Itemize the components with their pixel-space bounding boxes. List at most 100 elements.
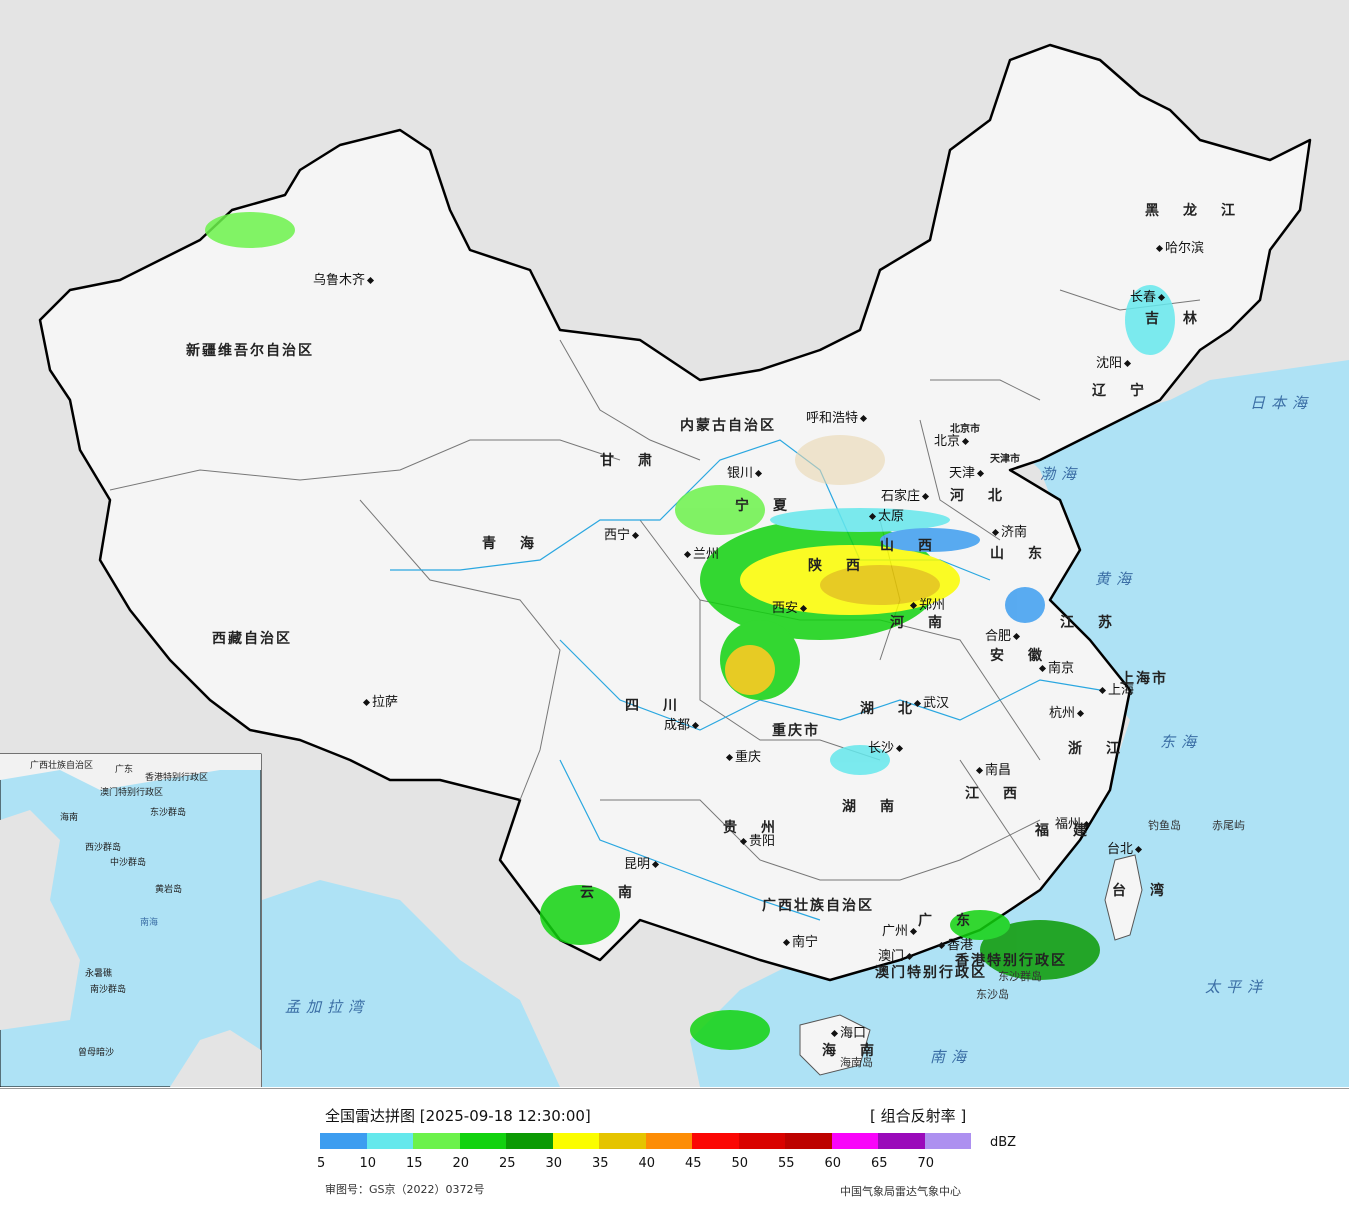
scale-tick-label: 40 [638,1156,656,1171]
city-marker-icon [1157,293,1166,302]
city-marker-icon [868,512,877,521]
hainan-island [799,1014,871,1076]
city-name: 昆明 [624,857,651,872]
sea-label: 黄海 [1095,570,1138,588]
city-name: 长春 [1130,290,1157,305]
city-label: 武汉 [912,692,949,711]
city-name: 南京 [1048,661,1075,676]
inset-label: 曾母暗沙 [78,1048,115,1058]
city-label: 石家庄 [881,485,931,504]
radar-map: 乌鲁木齐 拉萨 西宁 兰州 银川 呼和浩特 北京 天津 石家庄 太原 济南 郑州 西安 成都 重庆 武汉 合肥南… [0,0,1349,1088]
city-name: 长沙 [868,741,895,756]
city-name: 西安 [772,601,799,616]
city-marker-icon [366,276,375,285]
scale-tick-label: 55 [778,1156,795,1171]
color-swatch [599,1133,646,1149]
province-label: 台湾 [1112,883,1188,899]
legend-product: [ 组合反射率 ] [870,1107,967,1125]
province-label: 上海市 [1120,671,1168,687]
city-marker-icon [975,766,984,775]
south-china-sea-inset [0,753,262,1088]
province-label: 河南 [890,615,966,631]
city-name: 北京 [934,434,961,449]
province-label: 甘肃 [600,453,676,469]
city-label: 海口 [829,1022,866,1041]
city-marker-icon [1123,359,1132,368]
city-marker-icon [691,721,700,730]
city-name: 海口 [840,1026,867,1041]
city-name: 哈尔滨 [1165,241,1205,256]
city-label: 郑州 [908,594,945,613]
scale-tick-label: 35 [592,1156,609,1171]
scale-tick-label: 25 [499,1156,516,1171]
city-label: 天津 [949,462,986,481]
legend-title: 全国雷达拼图 [2025-09-18 12:30:00] [325,1107,591,1125]
city-marker-icon [1012,632,1021,641]
province-label: 辽宁 [1092,383,1168,399]
island-label: 东沙群岛 [998,970,1042,983]
scale-tick-label: 10 [359,1156,377,1171]
city-name: 重庆 [735,750,762,765]
city-label: 乌鲁木齐 [313,269,376,288]
color-swatch [552,1133,599,1149]
legend-unit: dBZ [990,1135,1017,1150]
sea-bay-bengal [262,880,560,1087]
city-name: 济南 [1001,525,1028,540]
inset-label: 西沙群岛 [85,843,122,853]
city-marker-icon [976,469,985,478]
scale-tick-label: 15 [406,1156,423,1171]
inset-label: 广西壮族自治区 [30,761,94,771]
inset-label: 海南 [60,813,79,823]
city-label: 成都 [664,714,701,733]
city-name: 台北 [1107,842,1134,857]
city-name: 福州 [1055,817,1082,832]
inset-label: 南海 [140,918,159,928]
scale-tick-label: 45 [685,1156,702,1171]
city-marker-icon [937,941,946,950]
city-name: 兰州 [693,547,720,562]
city-label: 沈阳 [1096,352,1133,371]
scale-tick-label: 50 [731,1156,749,1171]
city-name: 贵阳 [749,834,776,849]
city-label: 广州 [882,920,919,939]
province-label: 四川 [625,698,701,714]
city-label: 澳门 [878,945,915,964]
city-label: 拉萨 [361,691,398,710]
province-label: 新疆维吾尔自治区 [186,343,314,359]
province-label: 吉林 [1145,311,1221,327]
scale-tick-label: 20 [452,1156,470,1171]
province-label: 西藏自治区 [212,631,292,647]
inset-label: 黄岩岛 [155,885,183,895]
city-label: 南宁 [781,931,818,950]
city-marker-icon [799,604,808,613]
city-name: 太原 [878,509,905,524]
color-swatch [831,1133,878,1149]
city-name: 天津 [949,466,976,481]
province-label: 江苏 [1060,615,1136,631]
province-label: 广东 [918,913,994,929]
inset-label: 澳门特别行政区 [100,788,164,798]
city-name: 杭州 [1049,706,1076,721]
color-swatch [506,1133,553,1149]
scale-tick-label: 5 [317,1156,326,1171]
city-name: 郑州 [919,598,946,613]
city-name: 沈阳 [1096,356,1123,371]
city-label: 福州 [1055,813,1092,832]
sea-label: 太平洋 [1205,978,1269,996]
taiwan-island [1104,854,1143,941]
city-name: 上海 [1108,683,1135,698]
city-marker-icon [921,492,930,501]
city-marker-icon [782,938,791,947]
color-swatch [320,1133,367,1149]
city-name: 银川 [727,466,754,481]
province-label: 陕西 [808,558,884,574]
scale-tick-label: 70 [917,1156,935,1171]
city-label: 昆明 [624,853,661,872]
inset-label: 永暑礁 [85,969,113,979]
city-marker-icon [1134,845,1143,854]
city-label: 重庆 [724,746,761,765]
city-marker-icon [961,437,970,446]
city-marker-icon [683,550,692,559]
sea-label: 孟加拉湾 [285,998,370,1016]
city-marker-icon [754,469,763,478]
